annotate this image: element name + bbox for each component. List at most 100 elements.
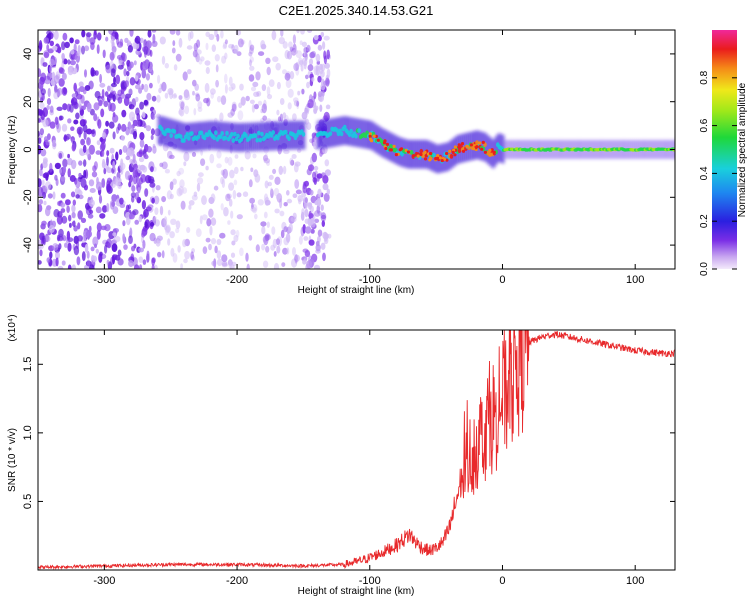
noise-blob: [315, 53, 321, 63]
noise-blob: [295, 67, 300, 76]
noise-blob: [86, 128, 93, 135]
noise-blob: [178, 185, 184, 196]
noise-blob: [305, 226, 312, 234]
noise-blob: [326, 79, 330, 85]
noise-blob: [286, 198, 293, 204]
noise-blob: [99, 82, 106, 88]
noise-blob: [244, 150, 251, 160]
noise-blob: [44, 181, 52, 191]
noise-blob: [123, 68, 127, 77]
noise-blob: [276, 245, 281, 254]
noise-blob: [129, 101, 132, 109]
colorbar-gradient: [712, 30, 737, 269]
noise-blob: [56, 234, 61, 242]
noise-blob: [134, 219, 139, 225]
noise-blob: [49, 40, 54, 47]
noise-blob: [129, 30, 134, 37]
noise-blob: [83, 130, 87, 140]
noise-blob: [143, 99, 149, 106]
noise-blob: [307, 30, 313, 33]
noise-blob: [211, 44, 216, 52]
noise-blob: [216, 33, 220, 42]
noise-blob: [324, 62, 330, 69]
noise-blob: [227, 220, 231, 225]
noise-blob: [201, 214, 208, 221]
noise-blob: [221, 178, 226, 189]
noise-blob: [101, 88, 105, 99]
noise-blob: [255, 244, 260, 253]
noise-blob: [261, 103, 267, 114]
noise-blob: [304, 218, 310, 224]
signal-halo-cell: [396, 136, 400, 165]
noise-blob: [326, 49, 331, 60]
noise-blob: [312, 177, 317, 183]
noise-blob: [296, 30, 300, 34]
y-tick-label: 1.5: [22, 357, 34, 372]
noise-blob: [102, 205, 108, 213]
noise-blob: [104, 244, 108, 254]
noise-blob: [77, 210, 83, 220]
noise-blob: [142, 239, 146, 249]
noise-blob: [77, 222, 81, 230]
noise-blob: [323, 111, 330, 122]
noise-blob: [124, 80, 129, 88]
noise-blob: [98, 194, 103, 204]
noise-blob: [306, 260, 312, 269]
noise-blob: [178, 167, 185, 175]
noise-blob: [117, 89, 123, 97]
noise-blob: [97, 119, 102, 129]
noise-blob: [47, 193, 53, 199]
noise-blob: [86, 148, 91, 158]
noise-blob: [279, 113, 283, 122]
noise-blob: [205, 66, 210, 75]
noise-blob: [44, 235, 51, 242]
noise-blob: [238, 102, 243, 109]
noise-blob: [169, 30, 176, 35]
snr-x-label: Height of straight line (km): [298, 586, 415, 597]
noise-blob: [80, 138, 85, 146]
noise-blob: [120, 165, 124, 175]
noise-blob: [187, 69, 192, 75]
noise-blob: [227, 112, 234, 118]
signal-peak: [436, 154, 440, 158]
noise-blob: [120, 135, 125, 141]
noise-blob: [136, 151, 143, 158]
colorbar-label: Normalized spectral amplitude: [737, 82, 748, 217]
noise-blob: [141, 200, 146, 210]
noise-blob: [43, 37, 50, 44]
signal-halo-cell: [231, 122, 235, 152]
noise-blob: [265, 57, 271, 64]
noise-blob: [153, 195, 160, 205]
noise-blob: [66, 230, 71, 241]
noise-blob: [183, 92, 191, 101]
noise-blob: [319, 150, 323, 157]
noise-blob: [91, 171, 98, 178]
noise-blob: [71, 97, 78, 106]
noise-blob: [280, 229, 285, 239]
noise-blob: [101, 132, 106, 139]
noise-blob: [61, 41, 66, 51]
noise-blob: [307, 64, 314, 72]
noise-blob: [62, 103, 68, 111]
signal-core-blob: [185, 132, 189, 137]
noise-blob: [122, 233, 126, 243]
signal-core-blob: [223, 135, 228, 141]
noise-blob: [83, 159, 87, 167]
noise-blob: [91, 129, 95, 135]
noise-blob: [58, 78, 65, 87]
noise-blob: [282, 165, 287, 175]
noise-blob: [308, 58, 314, 66]
noise-blob: [326, 68, 331, 79]
noise-blob: [139, 132, 145, 141]
noise-blob: [167, 150, 173, 159]
noise-blob: [85, 32, 92, 38]
noise-blob: [233, 44, 239, 54]
noise-blob: [191, 152, 197, 157]
signal-core-blob: [432, 152, 436, 158]
noise-blob: [233, 234, 239, 243]
noise-blob: [180, 263, 183, 269]
noise-blob: [49, 251, 53, 259]
noise-blob: [256, 90, 262, 97]
noise-blob: [78, 104, 83, 111]
noise-blob: [214, 54, 220, 62]
